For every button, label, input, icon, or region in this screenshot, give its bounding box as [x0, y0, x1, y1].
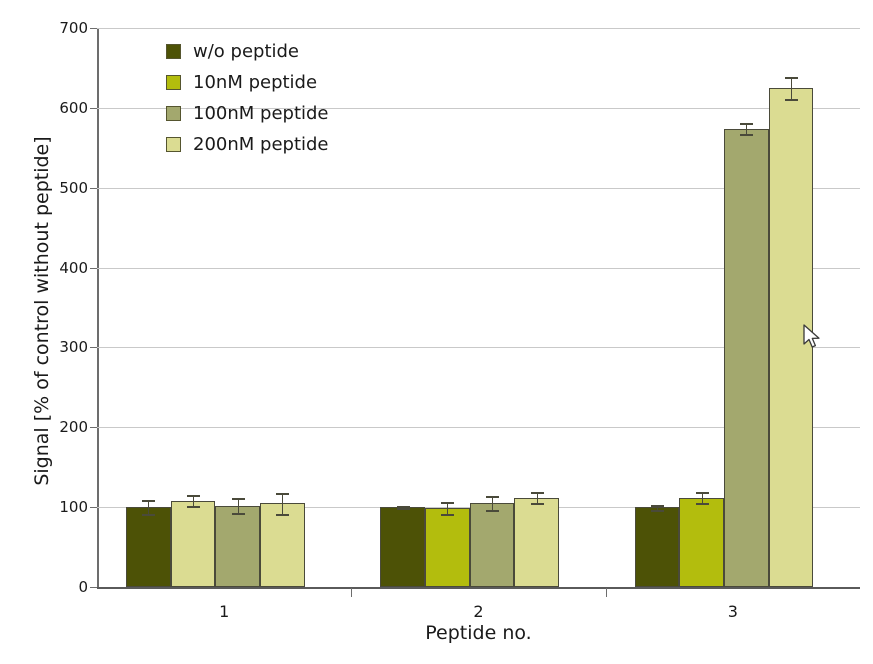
y-tick-label: 0	[78, 578, 88, 596]
error-bar-cap-lower	[651, 509, 665, 512]
legend-item-label: 10nM peptide	[193, 72, 318, 93]
bar	[514, 497, 560, 587]
bar	[425, 507, 470, 587]
error-bar-cap-upper	[740, 123, 754, 126]
y-tick-mark	[90, 187, 98, 189]
y-tick-label: 300	[59, 338, 88, 357]
x-axis-title: Peptide no.	[425, 622, 532, 644]
gridline-400	[97, 267, 860, 269]
legend-item: 200nM peptide	[166, 129, 329, 160]
y-tick-mark	[90, 107, 98, 109]
error-bar	[536, 491, 538, 504]
error-bar-cap-upper	[142, 499, 156, 502]
bar	[679, 497, 725, 587]
legend-item: 100nM peptide	[166, 98, 329, 129]
legend-swatch-icon	[166, 44, 181, 59]
legend-item-label: 200nM peptide	[193, 134, 329, 155]
y-tick-label: 100	[59, 498, 88, 517]
error-bar	[447, 502, 449, 514]
error-bar	[791, 76, 793, 100]
bar	[469, 503, 515, 587]
error-bar-cap-lower	[396, 507, 410, 510]
legend-swatch-icon	[166, 75, 181, 90]
legend-item: 10nM peptide	[166, 67, 329, 98]
y-tick-label: 600	[59, 98, 88, 117]
y-tick-mark	[90, 267, 98, 269]
error-bar	[282, 492, 284, 514]
error-bar	[746, 123, 748, 135]
legend-item: w/o peptide	[166, 36, 329, 67]
error-bar-cap-upper	[785, 76, 799, 79]
error-bar-cap-upper	[486, 495, 500, 498]
x-tick-separator	[351, 588, 353, 597]
y-tick-label: 400	[59, 258, 88, 277]
error-bar-cap-lower	[695, 503, 709, 506]
gridline-700	[97, 28, 860, 29]
error-bar	[237, 498, 239, 513]
bar	[724, 128, 769, 587]
y-axis-line	[97, 28, 99, 588]
legend-swatch-icon	[166, 137, 181, 152]
error-bar-cap-upper	[441, 502, 455, 505]
y-tick-label: 500	[59, 178, 88, 197]
y-tick-label: 200	[59, 418, 88, 437]
legend: w/o peptide 10nM peptide 100nM peptide 200n…	[166, 36, 329, 160]
error-bar-cap-upper	[396, 506, 410, 509]
legend-swatch-icon	[166, 106, 181, 121]
y-tick-mark	[90, 347, 98, 349]
legend-item-label: w/o peptide	[193, 41, 300, 62]
error-bar-cap-upper	[651, 504, 665, 507]
error-bar	[657, 504, 659, 510]
error-bar	[193, 495, 195, 507]
bar	[768, 87, 814, 587]
error-bar	[148, 499, 150, 515]
error-bar-cap-upper	[695, 491, 709, 494]
y-axis-title: Signal [% of control without peptide]	[31, 136, 53, 486]
bar	[634, 507, 680, 587]
bar	[126, 507, 171, 587]
bar	[170, 500, 216, 587]
legend-item-label: 100nM peptide	[193, 103, 329, 124]
error-bar-cap-upper	[231, 498, 245, 501]
gridline-200	[97, 427, 860, 429]
y-tick-label: 700	[59, 19, 88, 37]
x-tick-separator	[605, 588, 607, 597]
gridline-300	[97, 347, 860, 349]
x-category-label-2: 2	[473, 602, 484, 621]
y-tick-mark	[90, 427, 98, 429]
error-bar	[701, 491, 703, 504]
gridline-600	[97, 107, 860, 109]
bar	[380, 507, 426, 587]
bar	[215, 505, 261, 587]
error-bar-cap-lower	[231, 512, 245, 515]
bar	[260, 503, 305, 587]
error-bar-cap-upper	[276, 492, 290, 495]
y-tick-mark	[90, 28, 98, 29]
error-bar-cap-lower	[486, 510, 500, 513]
error-bar-cap-lower	[187, 506, 201, 509]
y-tick-mark	[90, 587, 98, 588]
error-bar	[492, 495, 494, 511]
x-category-label-1: 1	[219, 602, 230, 621]
error-bar-cap-lower	[530, 503, 544, 506]
error-bar-cap-lower	[142, 514, 156, 517]
error-bar-cap-upper	[187, 495, 201, 498]
error-bar-cap-upper	[530, 491, 544, 494]
plot-area: 1 2 3	[97, 28, 860, 621]
error-bar-cap-lower	[276, 513, 290, 516]
error-bar-cap-lower	[441, 513, 455, 516]
error-bar-cap-lower	[785, 99, 799, 102]
gridline-500	[97, 187, 860, 189]
gridline-0	[97, 587, 860, 589]
x-category-label-3: 3	[727, 602, 738, 621]
y-tick-mark	[90, 507, 98, 509]
error-bar-cap-lower	[740, 134, 754, 137]
